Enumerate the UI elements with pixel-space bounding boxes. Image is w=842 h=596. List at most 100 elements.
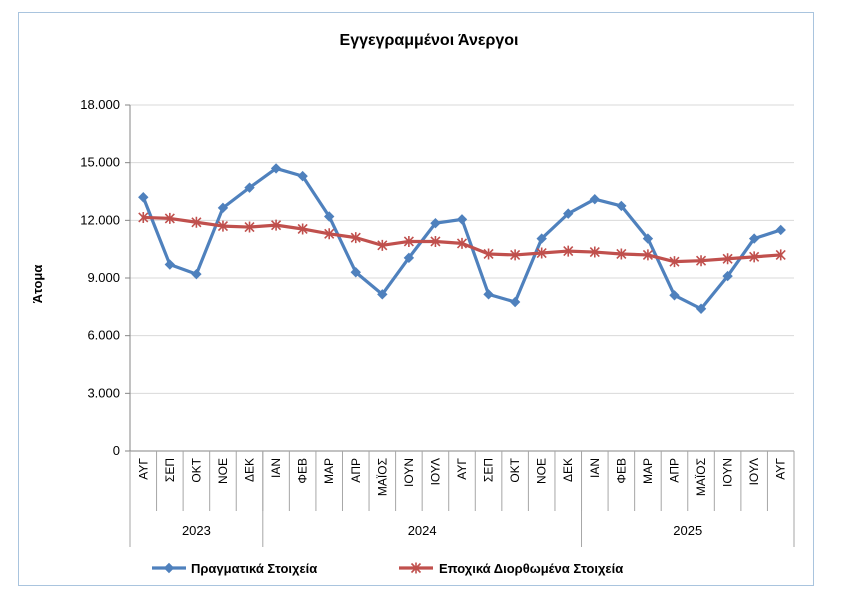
data-point xyxy=(456,214,468,225)
series-1 xyxy=(138,163,786,314)
data-point xyxy=(377,239,388,251)
x-tick-label: ΟΚΤ xyxy=(189,457,203,482)
data-point xyxy=(430,235,441,247)
data-point xyxy=(536,247,547,259)
data-point xyxy=(563,245,574,257)
data-point xyxy=(217,202,229,214)
legend-item-2: Εποχικά Διορθωμένα Στοιχεία xyxy=(399,561,623,576)
data-point xyxy=(669,290,680,301)
year-label: 2025 xyxy=(673,523,702,538)
data-point xyxy=(775,249,786,261)
data-point xyxy=(138,211,149,223)
x-tick-label: ΑΥΓ xyxy=(136,458,150,480)
data-point xyxy=(270,163,282,174)
y-tick-label: 12.000 xyxy=(80,212,120,227)
y-tick-label: 15.000 xyxy=(80,155,120,170)
data-point xyxy=(722,253,733,265)
data-point xyxy=(323,211,335,222)
data-point xyxy=(483,289,494,300)
chart-title: Εγγεγραμμένοι Άνεργοι xyxy=(340,32,519,49)
data-point xyxy=(616,248,627,260)
legend: Πραγματικά Στοιχεία Εποχικά Διορθωμένα Στ… xyxy=(152,561,623,576)
chart-frame: Εγγεγραμμένοι Άνεργοι 0 3.000 6.000 9.000 12… xyxy=(18,12,814,586)
data-point xyxy=(403,252,415,264)
data-point xyxy=(589,246,600,258)
x-tick-label: ΝΟΕ xyxy=(535,458,549,484)
x-tick-label: ΦΕΒ xyxy=(614,458,628,484)
chart-svg: Εγγεγραμμένοι Άνεργοι 0 3.000 6.000 9.000 12… xyxy=(30,32,795,576)
data-point xyxy=(722,270,733,282)
data-point xyxy=(191,216,202,228)
legend-label: Εποχικά Διορθωμένα Στοιχεία xyxy=(439,561,623,576)
y-tick-label: 9.000 xyxy=(87,270,120,285)
data-point xyxy=(430,218,441,229)
x-tick-label: ΙΟΥΝ xyxy=(402,458,416,487)
data-point xyxy=(669,256,680,268)
data-point xyxy=(191,268,202,280)
data-point xyxy=(271,219,282,231)
x-tick-label: ΔΕΚ xyxy=(243,458,257,482)
data-point xyxy=(403,235,414,247)
series-layer xyxy=(138,163,786,314)
data-point xyxy=(244,182,255,193)
x-tick-label: ΔΕΚ xyxy=(561,458,575,482)
data-point xyxy=(775,224,786,236)
data-point xyxy=(642,249,653,261)
data-point xyxy=(297,223,308,235)
data-point xyxy=(164,259,176,270)
data-point xyxy=(456,237,468,249)
axes xyxy=(125,104,795,511)
data-point xyxy=(563,208,574,219)
x-tick-label: ΜΑΪΟΣ xyxy=(694,458,708,496)
y-tick-label: 0 xyxy=(113,443,120,458)
year-label: 2024 xyxy=(408,523,437,538)
data-point xyxy=(695,255,707,267)
data-point xyxy=(217,220,229,232)
y-tick-label: 6.000 xyxy=(87,328,120,343)
x-tick-label: ΣΕΠ xyxy=(482,458,496,482)
series-2 xyxy=(138,211,786,268)
data-point xyxy=(244,221,255,233)
x-tick-label: ΦΕΒ xyxy=(296,458,310,484)
data-point xyxy=(748,233,760,244)
x-tick-label: ΑΥΓ xyxy=(455,458,469,480)
legend-label: Πραγματικά Στοιχεία xyxy=(191,561,317,576)
data-point xyxy=(510,249,521,261)
x-tick-label: ΜΑΪΟΣ xyxy=(375,458,389,496)
data-point xyxy=(536,233,547,244)
x-tick-label: ΙΑΝ xyxy=(269,458,283,478)
legend-marker xyxy=(410,562,422,574)
x-tick-label: ΙΑΝ xyxy=(588,458,602,478)
data-point xyxy=(749,251,760,263)
data-point xyxy=(164,212,175,224)
year-groups: 2023 2024 2025 xyxy=(129,451,795,547)
data-point xyxy=(350,232,361,244)
x-tick-label: ΙΟΥΝ xyxy=(721,458,735,487)
gridlines xyxy=(130,104,794,394)
data-point xyxy=(483,248,494,260)
data-point xyxy=(377,289,388,300)
data-point xyxy=(642,233,654,244)
data-point xyxy=(616,200,627,212)
data-point xyxy=(138,192,149,203)
legend-marker xyxy=(163,562,175,574)
data-point xyxy=(589,193,601,205)
x-tick-label: ΜΑΡ xyxy=(641,458,655,484)
x-tick-label: ΙΟΥΛ xyxy=(428,458,442,485)
x-tick-label: ΙΟΥΛ xyxy=(747,458,761,485)
y-tick-labels: 0 3.000 6.000 9.000 12.000 15.000 18.000 xyxy=(80,97,120,458)
x-tick-labels: ΑΥΓ ΣΕΠ ΟΚΤ ΝΟΕ ΔΕΚ ΙΑΝ ΦΕΒ ΜΑΡ ΑΠΡ ΜΑΪΟΣ ΙΟΥΝ ΙΟΥΛ… xyxy=(136,457,787,496)
x-tick-label: ΜΑΡ xyxy=(322,458,336,484)
y-tick-label: 3.000 xyxy=(87,385,120,400)
data-point xyxy=(509,296,521,308)
y-axis-label: Άτομα xyxy=(30,265,45,304)
data-point xyxy=(695,303,707,314)
data-point xyxy=(297,170,308,182)
x-tick-label: ΝΟΕ xyxy=(216,458,230,484)
data-point xyxy=(350,267,361,278)
legend-item-1: Πραγματικά Στοιχεία xyxy=(152,561,317,576)
x-tick-label: ΑΥΓ xyxy=(774,458,788,480)
x-tick-label: ΟΚΤ xyxy=(508,457,522,482)
x-tick-label: ΑΠΡ xyxy=(349,458,363,483)
data-point xyxy=(324,228,335,240)
